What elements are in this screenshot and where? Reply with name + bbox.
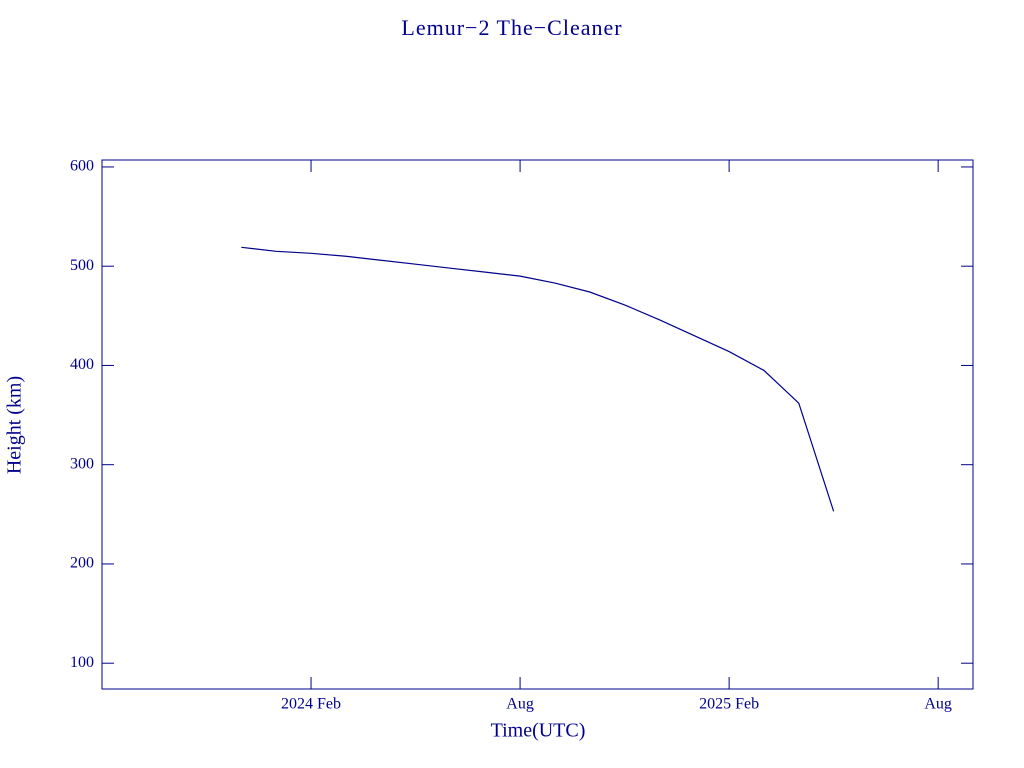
chart-title: Lemur−2 The−Cleaner	[401, 15, 622, 40]
y-tick-label: 600	[70, 158, 94, 175]
plot-frame	[101, 159, 974, 690]
y-tick-label: 200	[70, 555, 94, 572]
x-tick-label: 2025 Feb	[699, 696, 759, 713]
y-tick-label: 100	[70, 654, 94, 671]
y-tick-label: 400	[70, 356, 94, 373]
y-tick-label: 500	[70, 257, 94, 274]
x-axis-label: Time(UTC)	[491, 720, 586, 742]
x-tick-label: Aug	[506, 696, 534, 713]
x-tick-label: 2024 Feb	[281, 696, 341, 713]
data-line	[241, 246, 835, 512]
y-tick-label: 300	[70, 455, 94, 472]
y-axis-label: Height (km)	[4, 376, 26, 474]
x-tick-label: Aug	[924, 696, 952, 713]
